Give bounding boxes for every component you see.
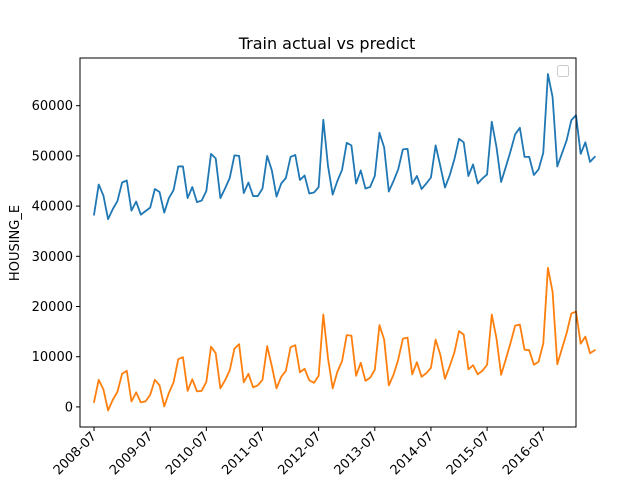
y-axis-title: HOUSING_E: [8, 205, 23, 281]
x-tick-label: 2012-07: [275, 429, 324, 478]
y-tick-label: 60000: [32, 99, 73, 114]
y-tick-label: 30000: [32, 250, 73, 265]
chart-title: Train actual vs predict: [238, 34, 416, 53]
x-tick-label: 2014-07: [388, 429, 437, 478]
y-tick-label: 10000: [32, 350, 73, 365]
plot-frame: [79, 57, 577, 428]
series-line-1: [93, 73, 596, 221]
series-line-2: [92, 266, 596, 412]
y-tick-label: 50000: [32, 149, 73, 164]
x-tick-label: 2008-07: [51, 429, 100, 478]
y-tick-label: 20000: [32, 300, 73, 315]
legend-box: [557, 65, 569, 77]
x-tick-label: 2011-07: [219, 429, 268, 478]
x-tick-label: 2015-07: [444, 429, 493, 478]
x-tick-label: 2010-07: [163, 429, 212, 478]
x-axis: 2008-07 2009-07 2010-07 2011-07 2012-07 2013-…: [51, 427, 549, 478]
x-tick-label: 2016-07: [500, 429, 549, 478]
y-axis: 0 10000 20000 30000 40000 50000 60000: [32, 99, 80, 415]
y-tick-label: 0: [65, 400, 73, 415]
x-tick-label: 2013-07: [332, 429, 381, 478]
y-tick-label: 40000: [32, 200, 73, 215]
plot-area: [92, 73, 596, 412]
x-tick-label: 2009-07: [107, 429, 156, 478]
